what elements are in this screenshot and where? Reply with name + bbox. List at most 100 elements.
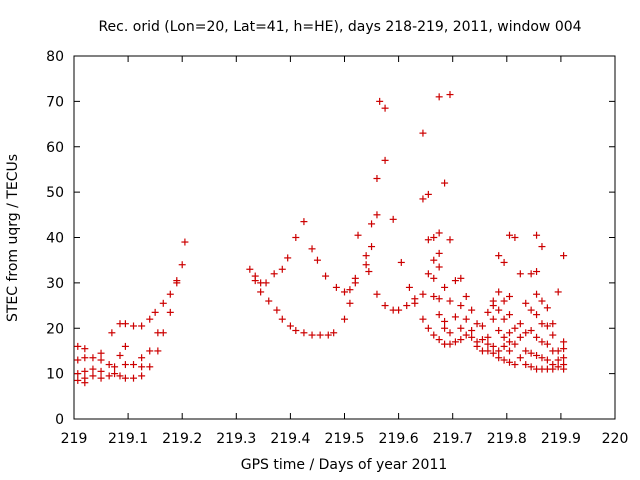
data-point (522, 347, 530, 355)
data-point (527, 349, 535, 357)
data-point (489, 315, 497, 323)
data-point (121, 320, 129, 328)
data-point (262, 279, 270, 287)
data-point (376, 97, 384, 105)
data-point (435, 93, 443, 101)
data-point (286, 322, 294, 330)
y-tick-label: 10 (46, 367, 64, 383)
x-tick-label: 220 (602, 431, 629, 447)
data-point (121, 361, 129, 369)
x-tick-label: 219.7 (433, 431, 473, 447)
data-point (89, 354, 97, 362)
data-point (419, 290, 427, 298)
data-point (473, 320, 481, 328)
data-point (522, 299, 530, 307)
data-point (116, 372, 124, 380)
data-point (506, 347, 514, 355)
data-point (549, 320, 557, 328)
data-point (354, 231, 362, 239)
data-point (457, 302, 465, 310)
data-point (533, 351, 541, 359)
data-point (419, 315, 427, 323)
data-point (108, 329, 116, 337)
data-point (246, 265, 254, 273)
data-point (397, 258, 405, 266)
data-points (74, 91, 568, 387)
data-point (435, 336, 443, 344)
data-point (130, 361, 138, 369)
data-point (138, 363, 146, 371)
data-point (554, 288, 562, 296)
data-point (373, 290, 381, 298)
data-point (151, 308, 159, 316)
data-point (322, 272, 330, 280)
data-point (373, 175, 381, 183)
x-tick-label: 219.2 (162, 431, 202, 447)
data-point (74, 370, 82, 378)
data-point (543, 340, 551, 348)
data-point (89, 365, 97, 373)
data-point (166, 308, 174, 316)
data-point (270, 270, 278, 278)
data-point (468, 306, 476, 314)
data-point (495, 347, 503, 355)
data-point (159, 299, 167, 307)
data-point (446, 297, 454, 305)
data-point (441, 324, 449, 332)
tick-marks (73, 55, 616, 420)
x-axis-label: GPS time / Days of year 2011 (241, 457, 448, 473)
data-point (533, 333, 541, 341)
data-point (500, 342, 508, 350)
data-point (405, 283, 413, 291)
data-point (430, 256, 438, 264)
data-point (462, 331, 470, 339)
x-tick-label: 219 (61, 431, 88, 447)
data-point (489, 349, 497, 357)
data-point (419, 129, 427, 137)
data-point (430, 234, 438, 241)
y-tick-label: 50 (46, 185, 64, 201)
data-point (500, 315, 508, 323)
data-point (538, 338, 546, 346)
data-point (462, 292, 470, 300)
x-tick-label: 219.6 (379, 431, 419, 447)
data-point (451, 338, 459, 346)
data-point (495, 354, 503, 362)
data-point (130, 322, 138, 330)
data-point (368, 243, 376, 251)
data-point (308, 331, 316, 339)
x-tick-label: 219.9 (541, 431, 581, 447)
data-point (500, 356, 508, 364)
data-point (130, 374, 138, 382)
data-point (308, 245, 316, 253)
data-point (300, 218, 308, 226)
data-point (105, 361, 113, 369)
plot-frame (73, 55, 616, 420)
data-point (430, 331, 438, 339)
data-point (446, 91, 454, 99)
data-point (419, 195, 427, 203)
data-point (468, 327, 476, 335)
data-point (527, 306, 535, 314)
data-point (560, 252, 568, 260)
data-point (511, 340, 519, 348)
data-point (435, 249, 443, 257)
data-point (159, 329, 167, 337)
data-point (506, 292, 514, 300)
x-tick-labels: 219 219.1 219.2 219.3 219.4 219.5 219.6 219.7 21… (61, 431, 629, 447)
y-tick-label: 30 (46, 276, 64, 292)
data-point (362, 252, 370, 260)
data-point (316, 331, 324, 339)
data-point (484, 340, 492, 348)
data-point (527, 270, 535, 278)
data-point (478, 336, 486, 344)
data-point (81, 379, 89, 387)
data-point (146, 315, 154, 323)
data-point (138, 372, 146, 380)
data-point (97, 367, 105, 375)
data-point (411, 295, 419, 303)
data-point (538, 320, 546, 328)
data-point (97, 349, 105, 357)
y-axis-label: STEC from uqrg / TECUs (5, 154, 21, 322)
